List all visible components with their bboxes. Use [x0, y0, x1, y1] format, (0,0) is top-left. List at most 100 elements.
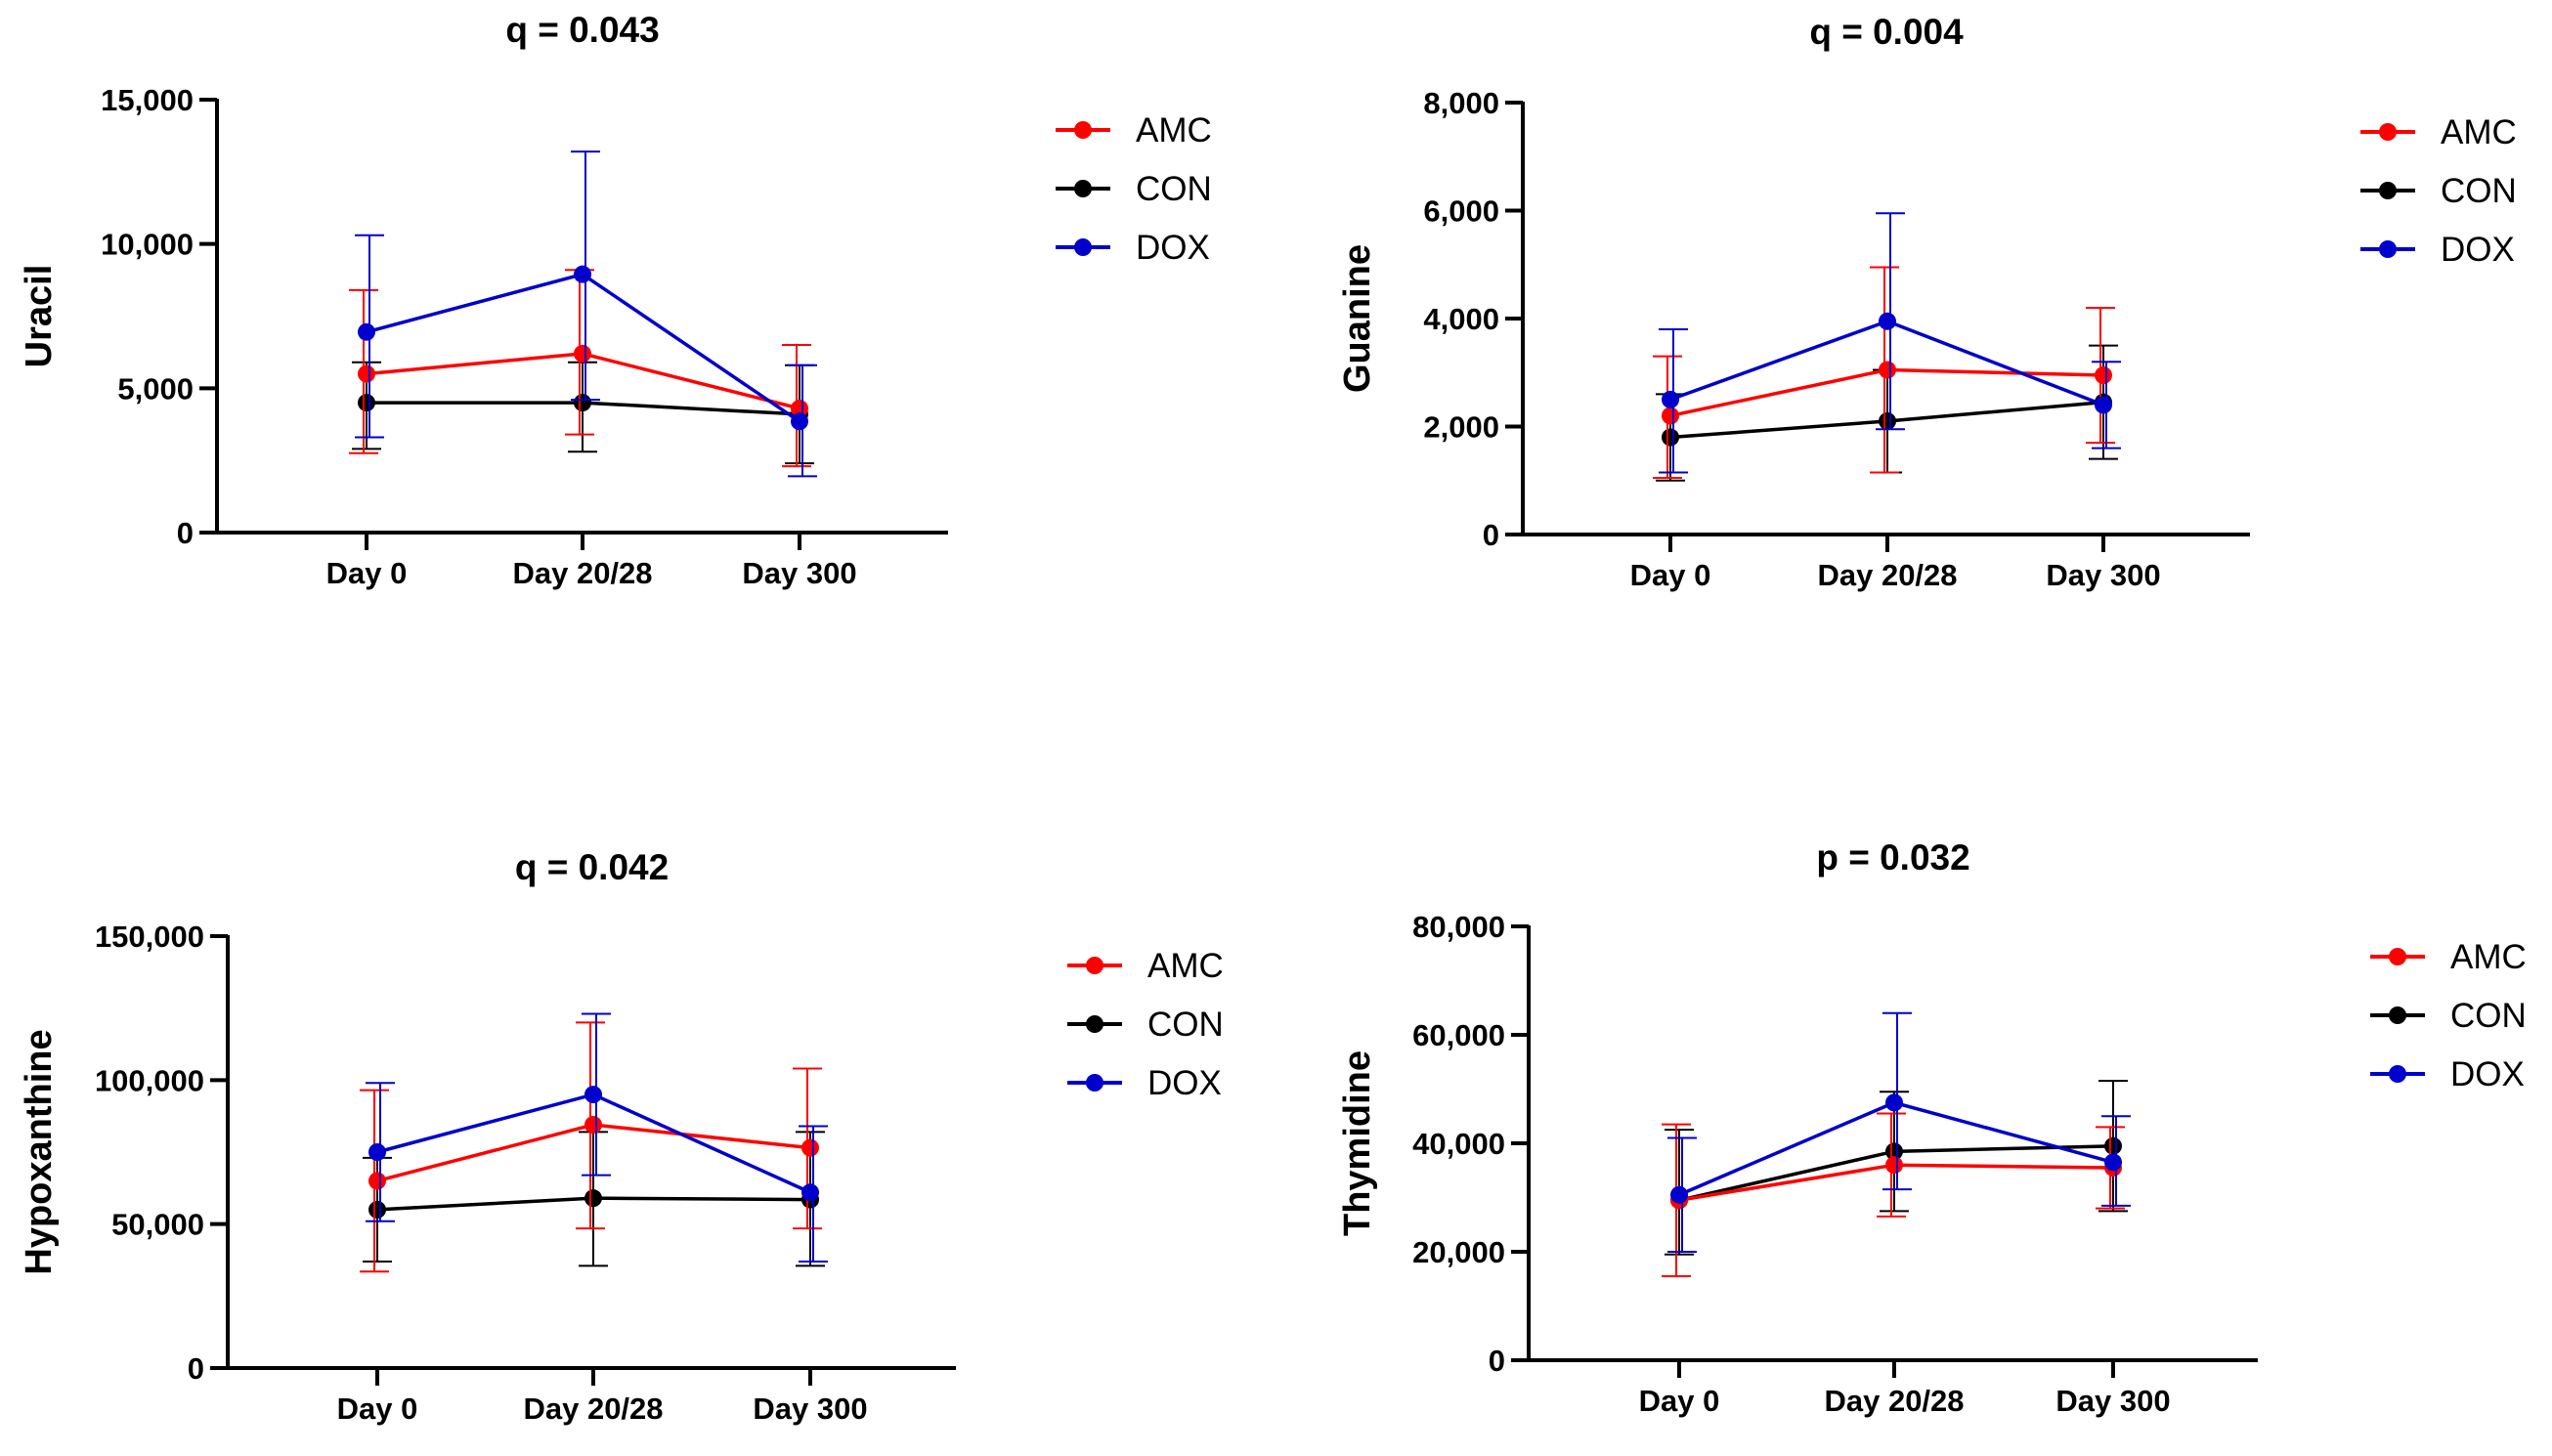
y-axis-label: Thymidine — [1337, 1050, 1378, 1236]
x-tick-label: Day 0 — [326, 556, 408, 590]
legend-label: AMC — [2450, 938, 2527, 976]
data-point — [584, 1086, 602, 1104]
legend-label: DOX — [2441, 231, 2515, 269]
data-point — [574, 344, 591, 363]
chart-title: q = 0.004 — [1809, 12, 1964, 52]
legend-label: CON — [2441, 172, 2517, 210]
y-tick-label: 0 — [1483, 518, 1499, 552]
chart-title: q = 0.043 — [505, 10, 659, 50]
data-point — [1879, 312, 1896, 330]
x-tick-label: Day 300 — [2055, 1384, 2170, 1418]
x-tick-label: Day 300 — [742, 556, 856, 590]
y-tick-label: 2,000 — [1423, 410, 1499, 445]
legend: AMC CON DOX — [1067, 947, 1224, 1102]
series-amc — [349, 269, 811, 468]
legend-label: AMC — [1136, 111, 1212, 150]
legend-label: DOX — [1136, 229, 1210, 267]
chart-panel-2: q = 0.004 Guanine 0 2,000 4,000 6,000 8,000 Day… — [1337, 12, 2517, 592]
y-tick-label: 0 — [1489, 1344, 1505, 1378]
y-tick-label: 4,000 — [1423, 302, 1499, 336]
y-tick-label: 100,000 — [95, 1063, 204, 1097]
legend: AMC CON DOX — [2370, 938, 2527, 1093]
legend-label: AMC — [2441, 113, 2517, 151]
legend-marker — [2379, 240, 2397, 258]
legend-marker — [2389, 948, 2406, 965]
legend-marker — [1074, 121, 1092, 139]
legend-label: DOX — [1147, 1064, 1222, 1102]
legend-marker — [1086, 1074, 1103, 1092]
series-dox — [1659, 212, 2121, 474]
x-tick-label: Day 300 — [2046, 558, 2160, 592]
data-point — [1879, 411, 1896, 430]
data-point — [584, 1189, 602, 1208]
data-point — [791, 400, 808, 418]
y-tick-label: 10,000 — [101, 228, 194, 262]
legend-marker — [1074, 180, 1092, 197]
legend-label: CON — [1147, 1006, 1224, 1044]
data-point — [801, 1138, 819, 1157]
x-tick-label: Day 20/28 — [523, 1392, 663, 1426]
data-point — [2104, 1153, 2122, 1172]
data-point — [1662, 428, 1679, 447]
series-con — [352, 361, 814, 465]
legend-marker — [1086, 957, 1103, 974]
data-point — [1885, 1093, 1903, 1112]
chart-panel-3: q = 0.042 Hypoxanthine 0 50,000 100,000 150,0… — [19, 847, 1224, 1426]
data-point — [1662, 390, 1679, 408]
data-point — [368, 1172, 386, 1190]
y-axis-label: Hypoxanthine — [19, 1029, 60, 1274]
y-tick-label: 50,000 — [111, 1208, 204, 1242]
y-tick-label: 60,000 — [1412, 1018, 1505, 1052]
y-axis-label: Uracil — [19, 265, 60, 368]
legend-label: CON — [1136, 170, 1212, 208]
series-amc — [1653, 266, 2115, 479]
data-point — [1885, 1156, 1903, 1175]
legend-label: CON — [2450, 997, 2527, 1035]
y-tick-label: 5,000 — [117, 371, 194, 406]
data-point — [574, 394, 591, 412]
y-tick-label: 80,000 — [1412, 910, 1505, 944]
legend: AMC CON DOX — [2360, 113, 2517, 269]
chart-title: p = 0.032 — [1816, 837, 1969, 878]
y-tick-label: 150,000 — [95, 920, 204, 954]
x-tick-label: Day 20/28 — [1824, 1384, 1964, 1418]
y-axis-label: Guanine — [1337, 244, 1378, 393]
series-amc — [360, 1021, 822, 1273]
data-point — [358, 394, 375, 412]
legend-marker — [2389, 1006, 2406, 1024]
x-tick-label: Day 20/28 — [1817, 558, 1957, 592]
data-point — [801, 1183, 819, 1202]
x-tick-label: Day 0 — [1639, 1384, 1720, 1418]
data-point — [791, 412, 808, 431]
legend-marker — [2389, 1065, 2406, 1083]
data-point — [368, 1200, 386, 1219]
y-tick-label: 0 — [188, 1351, 204, 1386]
data-point — [1662, 407, 1679, 425]
series-dox — [355, 150, 817, 478]
y-tick-label: 6,000 — [1423, 194, 1499, 229]
legend-marker — [2379, 123, 2397, 141]
legend-label: DOX — [2450, 1055, 2525, 1093]
x-tick-label: Day 0 — [1630, 558, 1711, 592]
data-point — [368, 1143, 386, 1161]
legend-marker — [1074, 238, 1092, 256]
legend: AMC CON DOX — [1056, 111, 1212, 267]
data-point — [584, 1116, 602, 1135]
y-tick-label: 0 — [177, 516, 194, 550]
data-point — [2104, 1136, 2122, 1155]
data-point — [2095, 366, 2112, 385]
series-dox — [1667, 1011, 2131, 1253]
legend-label: AMC — [1147, 947, 1224, 985]
data-point — [1885, 1142, 1903, 1161]
data-point — [574, 265, 591, 283]
x-tick-label: Day 300 — [753, 1392, 867, 1426]
data-point — [1879, 361, 1896, 379]
legend-marker — [2379, 182, 2397, 199]
y-tick-label: 15,000 — [101, 83, 194, 117]
series-con — [363, 1131, 825, 1267]
data-point — [1670, 1185, 1688, 1204]
chart-title: q = 0.042 — [515, 847, 669, 887]
chart-panel-1: q = 0.043 Uracil 0 5,000 10,000 15,000 Day 0 Da… — [19, 10, 1212, 590]
y-tick-label: 8,000 — [1423, 86, 1499, 120]
